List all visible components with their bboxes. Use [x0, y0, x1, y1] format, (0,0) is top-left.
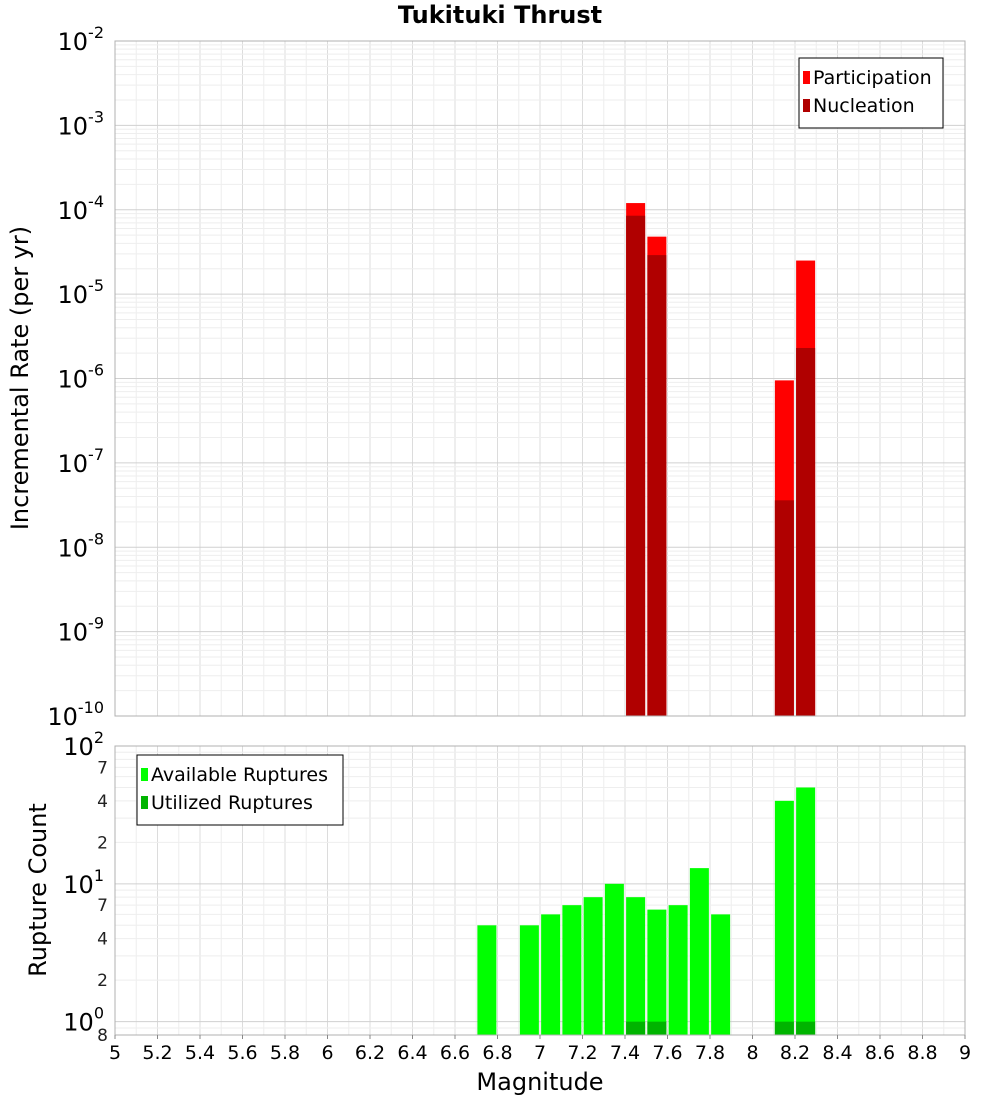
rate-y-ticks: 10-2 10-3 10-4 10-5 10-6 10-7 10-8 10-9 10-10	[47, 23, 104, 731]
legend-swatch	[803, 71, 810, 84]
rate-y-axis-title: Incremental Rate (per yr)	[6, 226, 34, 530]
rupture-count-panel: 102 101 100 7 4 2 7 4 2 8 5 5.2 5.4 5.6 5.8 6 6.2 6.4 6.6…	[24, 728, 971, 1096]
y-tick-label: 10-9	[58, 614, 105, 647]
bar-nucleation	[774, 500, 794, 716]
bar-available-ruptures	[562, 905, 582, 1035]
rate-bars	[626, 203, 816, 717]
chart-title: Tukituki Thrust	[398, 1, 602, 29]
y-tick-label: 10-8	[58, 529, 105, 562]
bar-available-ruptures	[626, 897, 646, 1035]
x-tick-label: 7.2	[567, 1042, 597, 1064]
legend-swatch	[803, 99, 810, 112]
incremental-rate-panel: Tukituki Thrust 10-2 10-3 10-4 10-5 10-6 10-7…	[6, 1, 966, 731]
x-tick-label: 5	[109, 1042, 121, 1064]
bar-available-ruptures	[541, 914, 561, 1035]
x-tick-label: 6.2	[355, 1042, 385, 1064]
legend-box	[136, 754, 344, 826]
bar-nucleation	[796, 347, 816, 716]
x-tick-label: 8	[746, 1042, 758, 1064]
y-minor-tick-label: 2	[97, 971, 108, 991]
x-tick-label: 7	[534, 1042, 546, 1064]
rate-plot-frame	[114, 40, 966, 717]
y-tick-label: 10-5	[58, 276, 105, 309]
legend-label: Participation	[813, 67, 932, 89]
legend-box	[798, 57, 944, 129]
x-tick-label: 6	[321, 1042, 333, 1064]
y-tick-label: 10-3	[58, 107, 105, 140]
x-tick-label: 9	[959, 1042, 971, 1064]
y-tick-label: 10-7	[58, 445, 105, 478]
bar-utilized-ruptures	[647, 1021, 667, 1035]
y-minor-tick-label: 8	[97, 1026, 108, 1046]
bar-nucleation	[626, 215, 646, 717]
bar-available-ruptures	[519, 925, 539, 1035]
bar-utilized-ruptures	[796, 1021, 816, 1035]
bar-available-ruptures	[689, 868, 709, 1035]
count-y-axis-title: Rupture Count	[24, 803, 52, 977]
count-bars	[477, 787, 816, 1035]
bar-available-ruptures	[711, 914, 731, 1035]
x-tick-label: 5.4	[185, 1042, 215, 1064]
bar-available-ruptures	[668, 905, 688, 1035]
bar-utilized-ruptures	[626, 1021, 646, 1035]
x-tick-label: 7.8	[695, 1042, 725, 1064]
legend-label: Utilized Ruptures	[151, 792, 313, 814]
bar-available-ruptures	[477, 925, 497, 1035]
x-tick-label: 5.2	[142, 1042, 172, 1064]
x-tick-label: 6.8	[482, 1042, 512, 1064]
x-tick-label: 5.8	[270, 1042, 300, 1064]
bar-available-ruptures	[796, 787, 816, 1035]
x-tick-label: 5.6	[227, 1042, 257, 1064]
count-legend: Available Ruptures Utilized Ruptures	[136, 754, 344, 826]
bar-available-ruptures	[647, 909, 667, 1035]
y-tick-label: 100	[63, 1004, 104, 1037]
legend-label: Nucleation	[813, 95, 915, 117]
y-tick-label: 102	[63, 728, 104, 761]
x-tick-label: 7.6	[652, 1042, 682, 1064]
legend-swatch	[141, 796, 148, 809]
x-tick-label: 8.2	[780, 1042, 810, 1064]
y-tick-label: 101	[63, 866, 104, 899]
y-minor-tick-label: 4	[97, 930, 108, 950]
legend-swatch	[141, 768, 148, 781]
y-minor-tick-label: 2	[97, 833, 108, 853]
y-tick-label: 10-4	[58, 192, 105, 225]
bar-utilized-ruptures	[774, 1021, 794, 1035]
y-tick-label: 10-10	[47, 698, 104, 731]
bar-nucleation	[647, 255, 667, 716]
count-y-ticks: 102 101 100 7 4 2 7 4 2 8	[63, 728, 108, 1046]
x-tick-label: 8.6	[865, 1042, 895, 1064]
rate-legend: Participation Nucleation	[798, 57, 944, 129]
x-tick-label: 6.6	[440, 1042, 470, 1064]
x-tick-label: 7.4	[610, 1042, 640, 1064]
y-minor-tick-label: 4	[97, 792, 108, 812]
y-minor-tick-label: 7	[97, 896, 108, 916]
rate-grid	[114, 40, 966, 717]
magnitude-x-ticks: 5 5.2 5.4 5.6 5.8 6 6.2 6.4 6.6 6.8 7 7.2 7.4 7.6 7.8 8…	[109, 1035, 971, 1064]
x-tick-label: 8.4	[822, 1042, 852, 1064]
x-tick-label: 6.4	[397, 1042, 427, 1064]
y-minor-tick-label: 7	[97, 758, 108, 778]
bar-available-ruptures	[604, 883, 624, 1035]
x-tick-label: 8.8	[907, 1042, 937, 1064]
legend-label: Available Ruptures	[151, 764, 328, 786]
y-tick-label: 10-6	[58, 361, 105, 394]
x-axis-title: Magnitude	[476, 1068, 603, 1096]
bar-available-ruptures	[774, 800, 794, 1035]
y-tick-label: 10-2	[58, 23, 105, 56]
bar-available-ruptures	[583, 897, 603, 1035]
